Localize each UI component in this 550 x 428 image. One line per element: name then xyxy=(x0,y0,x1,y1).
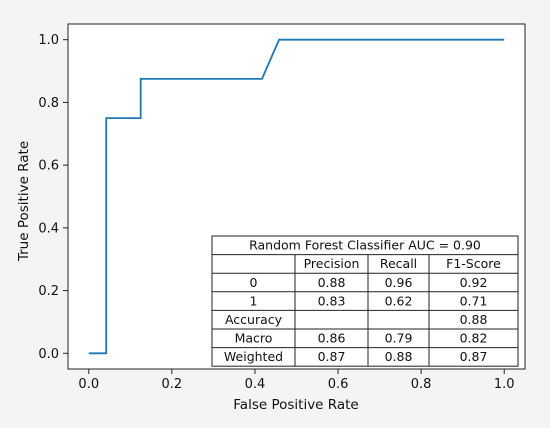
y-tick-label: 0.6 xyxy=(38,159,59,174)
table-cell: 0.87 xyxy=(460,349,488,364)
roc-curve-line xyxy=(88,38,505,355)
table-cell: 0.87 xyxy=(318,349,346,364)
table-cell: Accuracy xyxy=(225,312,283,327)
table-cell: 0.83 xyxy=(318,293,346,308)
x-tick-label: 0.4 xyxy=(245,377,266,392)
y-tick-label: 0.4 xyxy=(38,221,59,236)
table-header-cell: F1-Score xyxy=(446,256,501,271)
y-axis-label: True Positive Rate xyxy=(16,141,32,262)
table-cell: 0.71 xyxy=(460,293,488,308)
x-axis-ticks: 0.0 0.2 0.4 0.6 0.8 1.0 xyxy=(78,369,515,392)
y-axis-ticks: 0.0 0.2 0.4 0.6 0.8 1.0 xyxy=(38,33,68,362)
metrics-table: Random Forest Classifier AUC = 0.90 Preci… xyxy=(211,235,519,367)
table-cell: 0.88 xyxy=(318,275,346,290)
table-header-cell: Precision xyxy=(304,256,360,271)
table-header-cell: Recall xyxy=(380,256,417,271)
x-tick-label: 0.6 xyxy=(328,377,349,392)
table-cell: Weighted xyxy=(224,349,283,364)
x-tick-label: 0.2 xyxy=(162,377,183,392)
table-cell: 0.82 xyxy=(460,331,488,346)
x-tick-label: 0.8 xyxy=(411,377,432,392)
table-cell: 0.88 xyxy=(385,349,413,364)
y-tick-label: 0.0 xyxy=(38,347,59,362)
table-cell: 0.96 xyxy=(385,275,413,290)
table-cell: 0.92 xyxy=(460,275,488,290)
x-tick-label: 0.0 xyxy=(78,377,99,392)
y-tick-label: 1.0 xyxy=(38,33,59,48)
x-axis-label: False Positive Rate xyxy=(233,397,358,413)
table-cell: 0.62 xyxy=(385,293,413,308)
table-cell: 0 xyxy=(250,275,258,290)
y-tick-label: 0.2 xyxy=(38,284,59,299)
table-title: Random Forest Classifier AUC = 0.90 xyxy=(249,238,481,253)
table-cell: 0.79 xyxy=(385,331,413,346)
table-cell: 0.88 xyxy=(460,312,488,327)
table-cell: 0.86 xyxy=(318,331,346,346)
x-tick-label: 1.0 xyxy=(494,377,515,392)
table-cell: 1 xyxy=(250,293,258,308)
y-tick-label: 0.8 xyxy=(38,96,59,111)
table-cell: Macro xyxy=(235,331,273,346)
table-frame xyxy=(211,235,519,367)
